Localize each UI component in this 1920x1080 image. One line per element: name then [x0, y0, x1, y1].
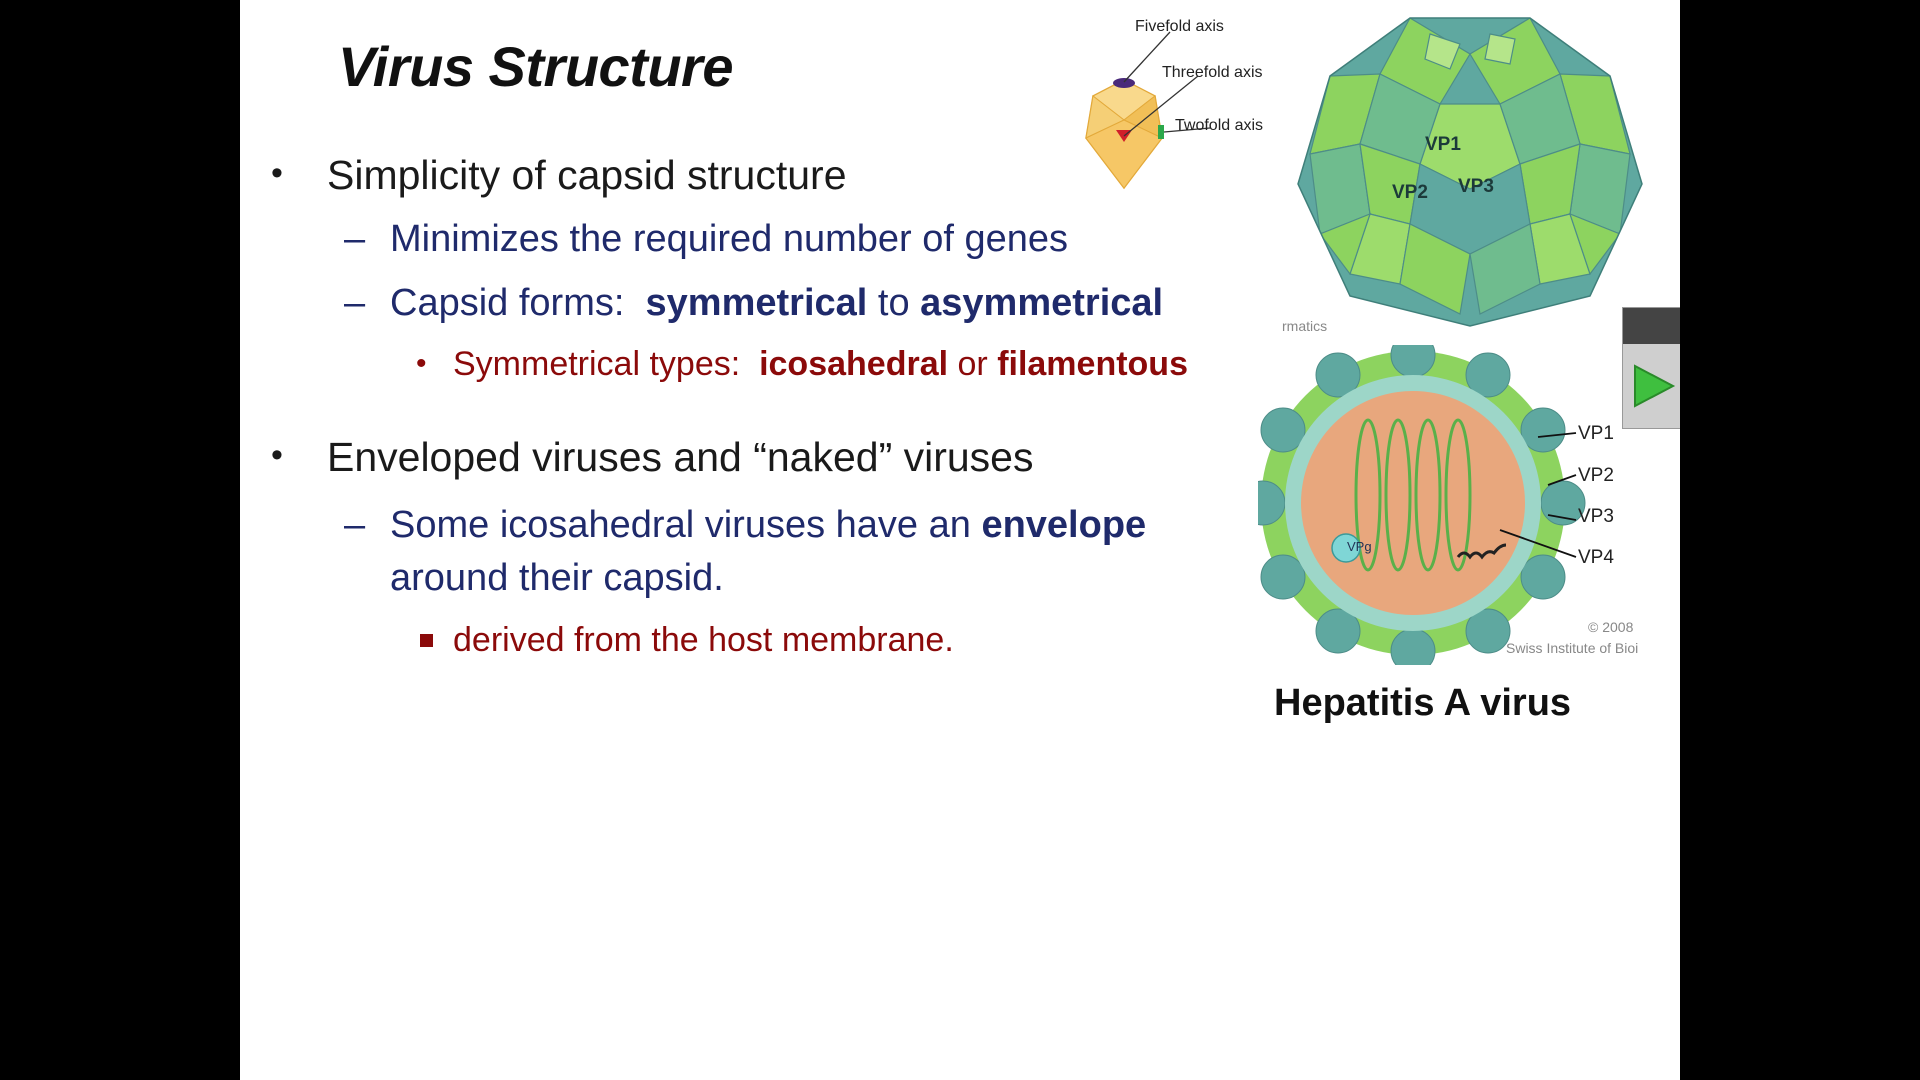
bullet-host-membrane: derived from the host membrane.	[453, 621, 954, 659]
media-play-button[interactable]	[1622, 307, 1680, 429]
bullet-marker: •	[271, 154, 283, 192]
threefold-axis-label: Threefold axis	[1162, 64, 1263, 81]
slide-title: Virus Structure	[338, 35, 733, 98]
twofold-axis-label: Twofold axis	[1175, 117, 1264, 134]
bullet-capsid-forms: Capsid forms: symmetrical to asymmetrica…	[390, 282, 1163, 325]
dash-marker: –	[344, 218, 366, 260]
square-bullet-marker	[420, 634, 433, 647]
partial-source-text: rmatics	[1282, 318, 1328, 334]
cross-vp1-label: VP1	[1578, 423, 1614, 444]
icosahedral-term: icosahedral	[759, 345, 949, 383]
envelope-term: envelope	[981, 504, 1147, 546]
filamentous-term: filamentous	[997, 345, 1188, 383]
vpg-label: VPg	[1347, 539, 1372, 554]
capsid-surface-image	[1297, 17, 1643, 327]
sub-bullet-marker: •	[416, 347, 427, 380]
capsid-vp2-label: VP2	[1392, 182, 1428, 203]
bullet-simplicity: Simplicity of capsid structure	[327, 152, 847, 198]
fivefold-axis-label: Fivefold axis	[1135, 18, 1224, 35]
cross-vp3-label: VP3	[1578, 506, 1614, 527]
capsid-forms-mid: to	[867, 282, 921, 324]
bullet-marker: •	[271, 436, 283, 474]
bullet-envelope: Some icosahedral viruses have an envelop…	[390, 504, 1146, 547]
asymmetrical-term: asymmetrical	[920, 282, 1164, 324]
icosahedron-axes-diagram	[1085, 31, 1211, 190]
icosahedron-icon	[1085, 31, 1211, 190]
bullet-symmetrical-types: Symmetrical types: icosahedral or filame…	[453, 345, 1188, 384]
slide: Virus Structure • Simplicity of capsid s…	[240, 0, 1680, 1080]
copyright-year: © 2008	[1588, 619, 1634, 635]
figure-caption: Hepatitis A virus	[1274, 682, 1572, 724]
symmetrical-types-prefix: Symmetrical types:	[453, 345, 760, 383]
dash-marker: –	[344, 504, 366, 546]
symmetrical-types-mid: or	[948, 345, 998, 383]
copyright-institute: Swiss Institute of Bioi	[1506, 640, 1639, 656]
dash-marker: –	[344, 282, 366, 324]
play-icon	[1634, 364, 1676, 408]
virus-cross-section-image	[1258, 345, 1586, 665]
bullet-enveloped-naked: Enveloped viruses and “naked” viruses	[327, 434, 1034, 480]
bullet-minimizes-genes: Minimizes the required number of genes	[390, 218, 1069, 260]
media-control-bar	[1623, 308, 1680, 344]
bullet-envelope-continued: around their capsid.	[390, 557, 724, 599]
symmetrical-term: symmetrical	[645, 282, 868, 324]
capsid-forms-prefix: Capsid forms:	[390, 282, 646, 324]
capsid-vp3-label: VP3	[1458, 176, 1494, 197]
cross-vp2-label: VP2	[1578, 465, 1614, 486]
envelope-prefix: Some icosahedral viruses have an	[390, 504, 982, 546]
cross-vp4-label: VP4	[1578, 547, 1614, 568]
capsid-vp1-label: VP1	[1425, 134, 1461, 155]
